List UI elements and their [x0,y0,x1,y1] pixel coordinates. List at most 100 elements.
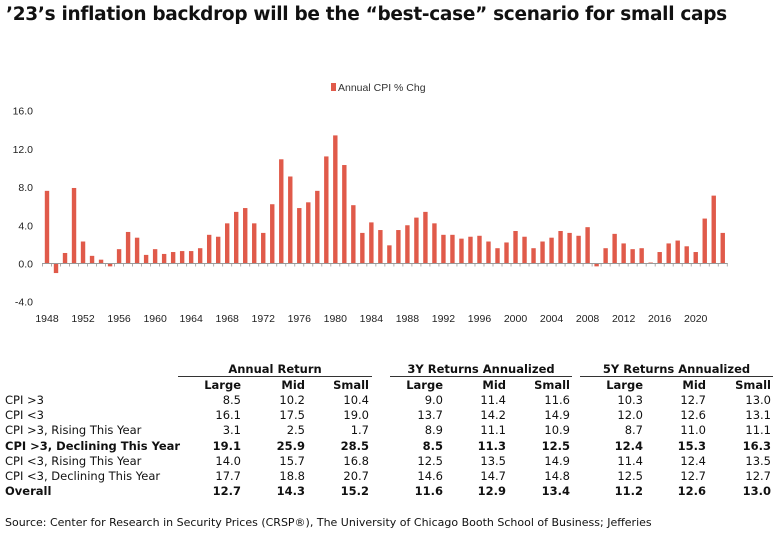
bar-2016 [657,252,662,264]
bar-1992 [441,234,446,264]
bar-2006 [567,232,572,264]
bar-1987 [396,230,401,264]
table-cell: 14.8 [544,469,570,483]
bar-1962 [170,252,176,264]
cpi-bar-chart: Annual CPI % Chg 16.0 12.0 8.0 4.0 0.0 -4.0194… [13,82,728,325]
column-header: Large [606,378,643,392]
table-cell: 12.6 [680,408,706,423]
row-label: CPI >3, Declining This Year [5,438,181,453]
bar-1969 [234,211,239,264]
bar-1997 [486,241,491,264]
table-cell: 12.0 [617,408,643,423]
column-header: Small [333,378,369,392]
bar-1974 [279,159,284,264]
table-cell: 12.7 [680,393,706,407]
table-cell: 13.5 [480,453,506,468]
bar-2021 [702,218,707,264]
table-cell: 12.7 [680,469,706,483]
table-row: Overall 12.7 14.3 15.2 11.6 12.9 13.4 11.2 12.6 1… [0,484,783,499]
table-cell: 18.8 [279,469,305,483]
table-cell: 12.5 [617,469,643,483]
x-tick-label: 2000 [504,313,528,325]
x-tick-label: 1972 [252,313,276,325]
bar-1976 [297,208,302,264]
bar-1985 [378,230,383,264]
bar-1994 [459,238,464,264]
bar-2011 [612,233,617,264]
table-cell: 11.1 [480,423,506,438]
table-cell: 15.3 [677,438,706,453]
y-tick-label: 16.0 [13,106,34,118]
bar-1998 [495,248,500,264]
table-cell: 17.5 [279,408,305,423]
table-cell: 12.6 [677,484,706,499]
table-cell: 12.5 [541,438,570,453]
bar-1995 [468,236,473,264]
table-cell: 19.1 [212,438,241,453]
bar-2001 [522,236,527,264]
table-cell: 10.4 [343,393,369,407]
table-cell: 8.5 [222,393,241,407]
bar-1961 [161,253,167,264]
table-cell: 1.7 [350,423,369,438]
column-group-header: Annual Return [178,362,372,377]
table-cell: 12.7 [212,484,241,499]
bar-1975 [288,176,293,264]
table-row: CPI <3 16.1 17.5 19.0 13.7 14.2 14.9 12.0 12.6 13… [0,408,783,423]
x-tick-label: 2016 [648,313,672,325]
bar-1973 [270,204,275,264]
table-cell: 14.9 [544,408,570,423]
x-tick-label: 1960 [143,313,167,325]
bar-1968 [225,223,230,264]
column-header: Small [534,378,570,392]
table-cell: 11.4 [480,393,506,407]
table-cell: 15.7 [279,453,305,468]
bar-1953 [89,255,95,264]
bar-2023 [720,232,725,264]
bar-2004 [549,237,554,264]
row-label: CPI <3, Rising This Year [5,453,142,468]
bar-1957 [125,231,131,264]
table-cell: 13.0 [745,393,771,407]
row-label: CPI <3 [5,408,44,423]
column-header: Mid [482,378,506,392]
bar-2013 [630,249,635,264]
bar-2003 [540,241,545,264]
table-row: CPI <3, Rising This Year 14.0 15.7 16.8 12.5… [0,454,783,469]
bar-1988 [405,225,410,264]
bar-2012 [621,243,626,264]
bar-2005 [558,230,563,264]
bar-1986 [387,245,392,264]
y-tick-label: 4.0 [18,220,33,232]
bar-1972 [261,232,266,264]
table-cell: 8.9 [424,423,443,438]
x-tick-label: 1988 [396,313,420,325]
table-cell: 12.4 [614,438,643,453]
x-tick-label: 1976 [288,313,312,325]
row-label: Overall [5,484,52,499]
table-cell: 17.7 [215,469,241,483]
bar-1970 [243,208,248,264]
bar-1981 [342,165,347,264]
source-note: Source: Center for Research in Security … [5,516,652,529]
bar-1965 [197,248,203,264]
bar-1966 [206,234,212,264]
bar-1963 [179,251,185,264]
y-tick-label: 8.0 [18,182,33,194]
bar-1948 [44,190,50,264]
bar-1977 [306,202,311,264]
bar-1958 [134,237,140,264]
x-tick-label: 2020 [684,313,708,325]
bar-1991 [432,223,437,264]
table-cell: 28.5 [340,438,369,453]
table-header-row: Large Mid Small Large Mid Small Large Mid Small [0,378,783,393]
table-cell: 11.1 [745,423,771,438]
table-row: CPI >3 8.5 10.2 10.4 9.0 11.4 11.6 10.3 12.7 13.0 [0,393,783,408]
bar-1964 [188,251,194,264]
table-cell: 14.0 [215,453,241,468]
table-cell: 16.3 [742,438,771,453]
x-tick-label: 1984 [360,313,384,325]
table-cell: 8.5 [422,438,443,453]
column-header: Large [204,378,241,392]
